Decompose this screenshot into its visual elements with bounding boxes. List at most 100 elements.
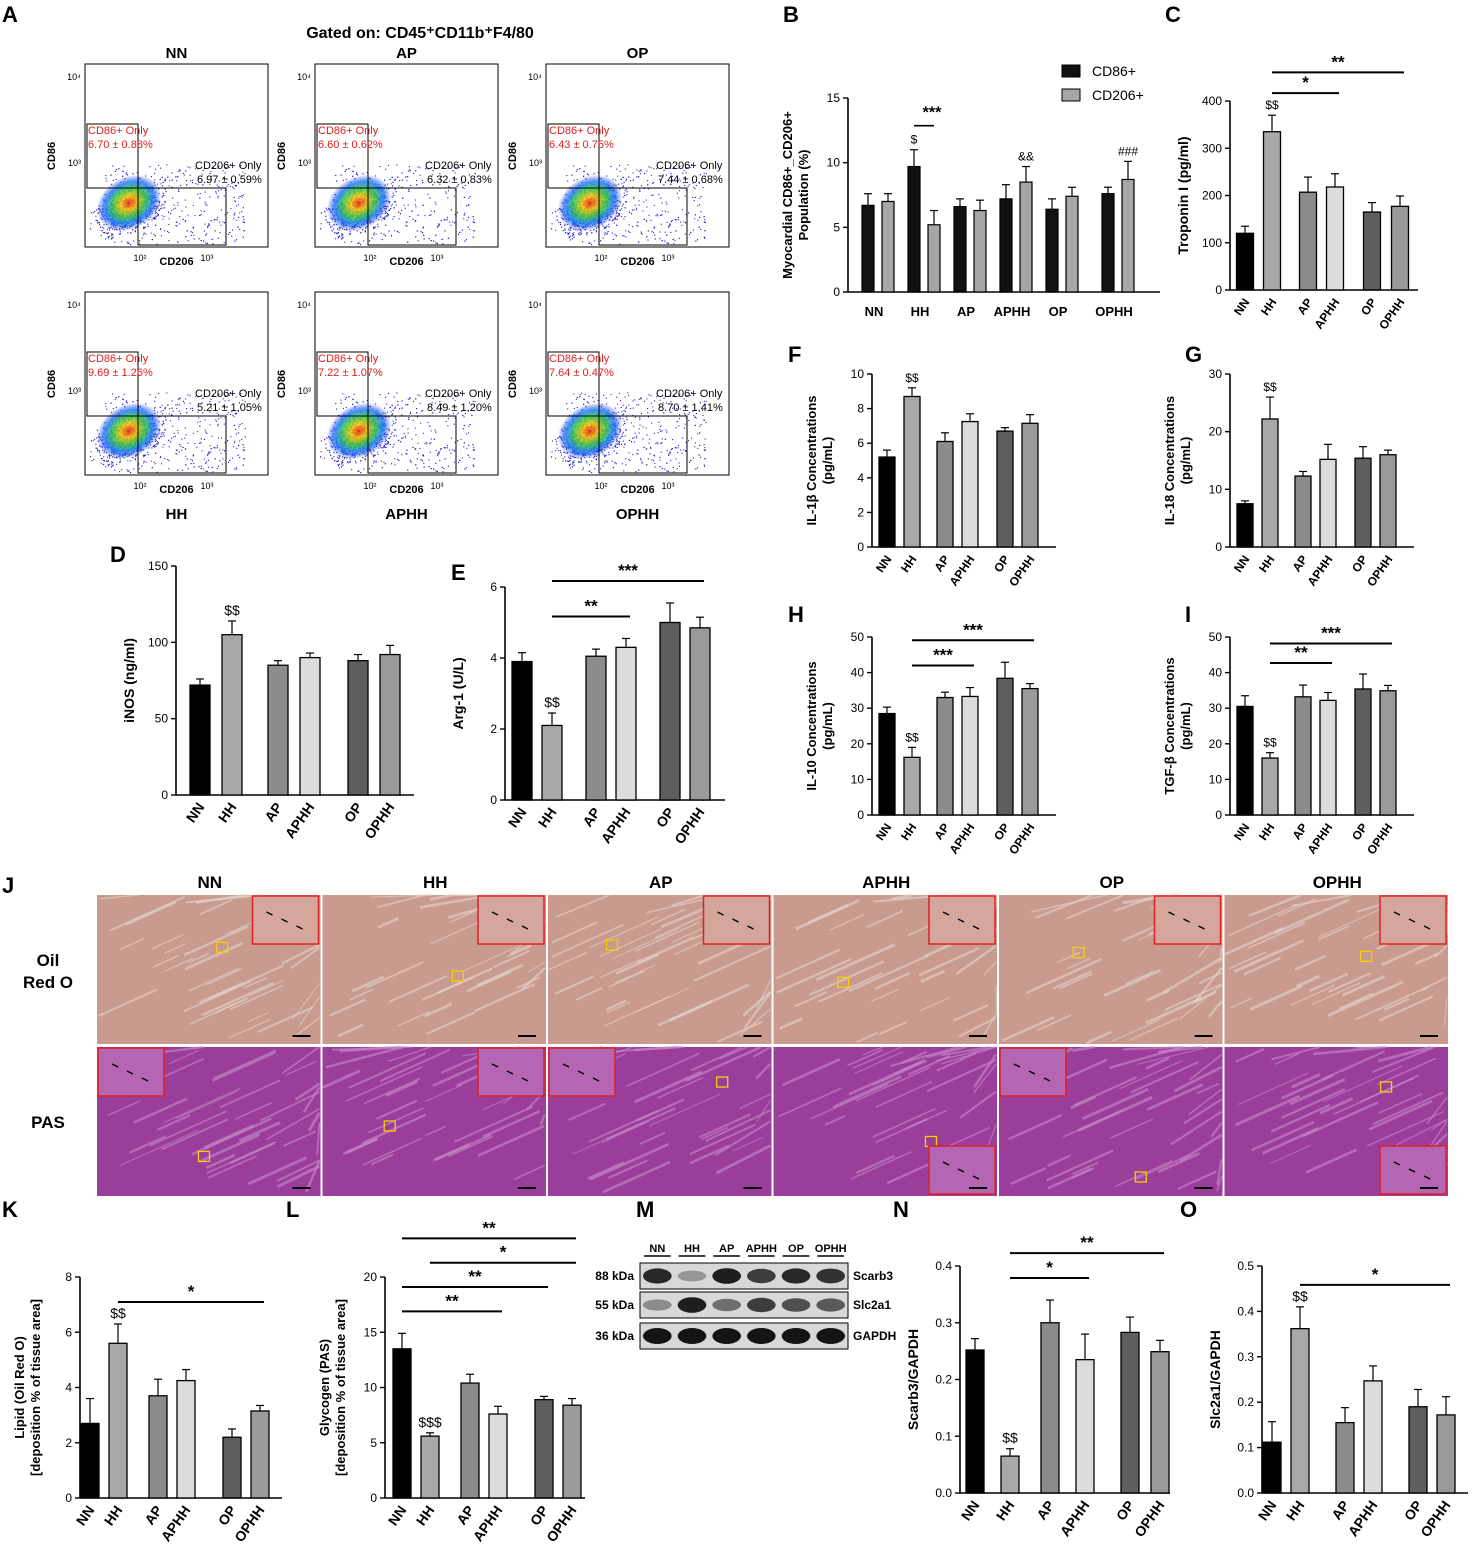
flow-dot xyxy=(566,175,568,177)
flow-dot xyxy=(699,197,701,199)
cd206-gate xyxy=(137,187,227,246)
flow-dot xyxy=(615,215,617,217)
flow-dot xyxy=(223,177,225,179)
flow-dot xyxy=(438,223,440,225)
flow-dot xyxy=(208,223,210,225)
flow-dot xyxy=(664,231,666,233)
flow-dot xyxy=(670,167,672,169)
flow-dot xyxy=(166,164,168,166)
flow-dot xyxy=(453,195,455,197)
flow-dot xyxy=(446,219,448,221)
flow-dot xyxy=(653,182,655,184)
flow-dot xyxy=(573,236,575,238)
flow-dot xyxy=(685,214,687,216)
flow-dot xyxy=(414,199,416,201)
flow-dot xyxy=(653,204,655,206)
flow-dot xyxy=(206,204,208,206)
flow-dot xyxy=(177,176,179,178)
flow-dot xyxy=(659,238,661,240)
flow-dot xyxy=(331,230,333,232)
flow-dot xyxy=(241,196,243,198)
flow-dot xyxy=(390,208,392,210)
flow-dot xyxy=(337,232,339,234)
flow-dot xyxy=(570,229,572,231)
flow-dot xyxy=(217,190,219,192)
flow-dot xyxy=(625,178,627,180)
flow-dot xyxy=(399,180,401,182)
flow-dot xyxy=(674,219,676,221)
flow-dot xyxy=(392,185,394,187)
flow-dot xyxy=(199,214,201,216)
flow-dot xyxy=(613,222,615,224)
flow-dot xyxy=(640,169,642,171)
flow-dot xyxy=(233,196,235,198)
flow-dot xyxy=(447,197,449,199)
flow-dot xyxy=(92,212,94,214)
flow-dot xyxy=(463,218,465,220)
flow-dot xyxy=(160,183,162,185)
flow-dot xyxy=(366,172,368,174)
flow-dot xyxy=(369,240,371,242)
flow-dot xyxy=(401,172,403,174)
flow-dot xyxy=(380,232,382,234)
flow-dot xyxy=(160,167,162,169)
flow-dot xyxy=(112,165,114,167)
flow-dot xyxy=(473,230,475,232)
flow-dot xyxy=(636,224,638,226)
flow-dot xyxy=(586,232,588,234)
flow-dot xyxy=(416,230,418,232)
flow-dot xyxy=(211,238,213,240)
flow-dot xyxy=(162,185,164,187)
flow-dot xyxy=(226,178,228,180)
flow-dot xyxy=(452,170,454,172)
flow-dot xyxy=(646,236,648,238)
flow-dot xyxy=(181,210,183,212)
flow-dot xyxy=(175,224,177,226)
flow-dot xyxy=(474,173,476,175)
flow-dot xyxy=(134,231,136,233)
flow-dot xyxy=(573,234,575,236)
flow-dot xyxy=(666,221,668,223)
flow-dot xyxy=(169,180,171,182)
flow-dot xyxy=(156,243,158,245)
flow-dot xyxy=(102,226,104,228)
flow-dot xyxy=(176,221,178,223)
flow-dot xyxy=(567,234,569,236)
flow-dot xyxy=(582,241,584,243)
flow-dot xyxy=(656,168,658,170)
flow-dot xyxy=(96,220,98,222)
flow-dot xyxy=(233,181,235,183)
flow-dot xyxy=(616,218,618,220)
flow-dot xyxy=(473,221,475,223)
flow-dot xyxy=(694,188,696,190)
flow-dot xyxy=(623,185,625,187)
flow-dot xyxy=(157,215,159,217)
flow-dot xyxy=(102,231,104,233)
flow-dot xyxy=(192,226,194,228)
flow-dot xyxy=(185,236,187,238)
flow-dot xyxy=(99,224,101,226)
flow-dot xyxy=(703,172,705,174)
flow-dot xyxy=(362,229,364,231)
flow-dot xyxy=(103,228,105,230)
flow-dot xyxy=(200,240,202,242)
flow-dot xyxy=(392,192,394,194)
flow-dot xyxy=(335,238,337,240)
flow-dot xyxy=(684,233,686,235)
flow-dot xyxy=(210,220,212,222)
flow-dot xyxy=(208,224,210,226)
flow-dot xyxy=(229,231,231,233)
flow-dot xyxy=(571,238,573,240)
flow-dot xyxy=(149,166,151,168)
flow-dot xyxy=(409,216,411,218)
flow-dot xyxy=(660,223,662,225)
flow-dot xyxy=(670,183,672,185)
flow-dot xyxy=(125,173,127,175)
flow-dot xyxy=(168,240,170,242)
flow-dot xyxy=(105,175,107,177)
flow-dot xyxy=(227,184,229,186)
flow-dot xyxy=(151,239,153,241)
flow-dot xyxy=(619,170,621,172)
flow-dot xyxy=(192,182,194,184)
flow-dot xyxy=(588,174,590,176)
